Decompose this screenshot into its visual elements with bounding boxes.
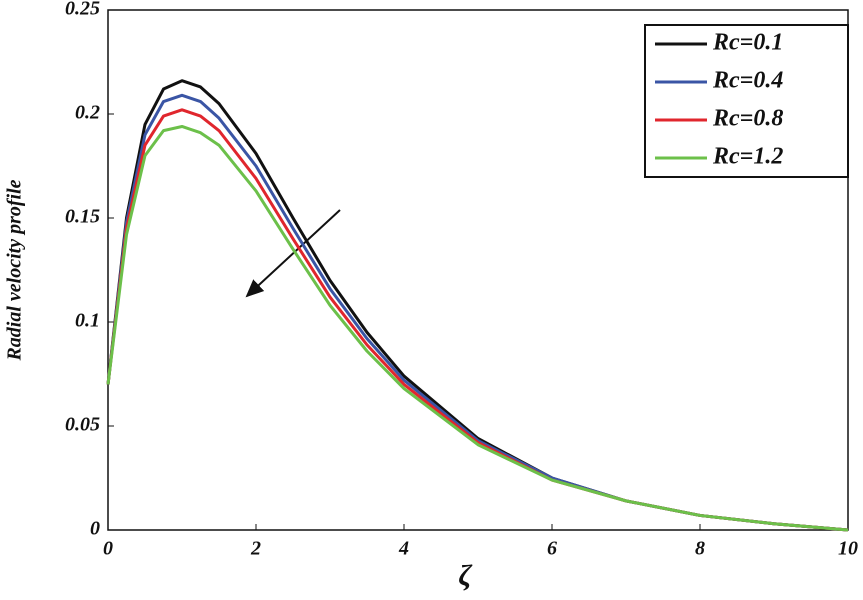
y-tick-label: 0 <box>90 518 100 540</box>
y-tick-label: 0.1 <box>75 310 100 332</box>
x-tick-label: 6 <box>547 538 557 560</box>
legend-label: Rc=0.4 <box>712 68 783 94</box>
y-tick-label: 0.15 <box>65 206 100 228</box>
x-tick-label: 8 <box>695 538 705 560</box>
x-tick-label: 4 <box>398 538 409 560</box>
series-line <box>106 124 849 532</box>
x-axis-label: ζ <box>458 559 473 592</box>
x-tick-label: 0 <box>103 538 113 560</box>
plot-frame <box>107 9 849 531</box>
trend-arrow <box>245 209 341 298</box>
legend-label: Rc=0.1 <box>712 30 783 56</box>
y-tick-label: 0.25 <box>65 0 100 20</box>
legend-box <box>644 24 849 178</box>
y-tick-label: 0.05 <box>65 414 100 436</box>
x-tick-label: 10 <box>838 538 858 560</box>
legend-label: Rc=1.2 <box>712 144 783 170</box>
x-tick-label: 2 <box>250 538 261 560</box>
y-tick-label: 0.2 <box>75 102 100 124</box>
y-axis-label: Radial velocity profile <box>4 179 26 361</box>
legend-label: Rc=0.8 <box>712 106 783 132</box>
